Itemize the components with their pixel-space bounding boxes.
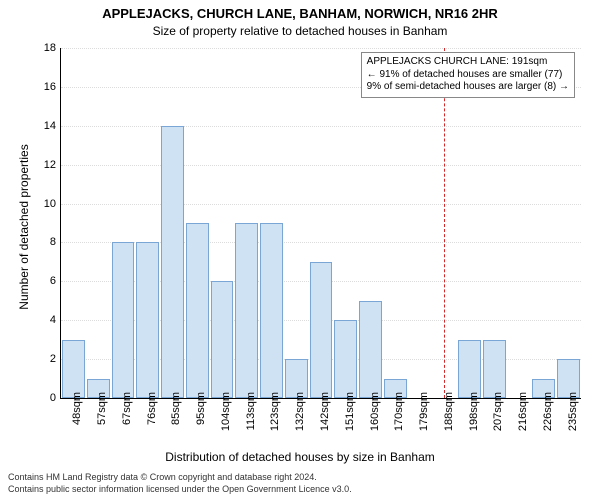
gridline bbox=[61, 165, 581, 166]
y-tick: 12 bbox=[44, 159, 61, 171]
x-tick: 170sqm bbox=[393, 392, 405, 431]
marker-line bbox=[444, 48, 445, 398]
bar bbox=[161, 126, 184, 398]
annotation-box: APPLEJACKS CHURCH LANE: 191sqm← 91% of d… bbox=[361, 52, 575, 98]
x-axis-label: Distribution of detached houses by size … bbox=[0, 450, 600, 464]
x-tick: 48sqm bbox=[71, 392, 83, 425]
x-tick: 57sqm bbox=[96, 392, 108, 425]
page-subtitle: Size of property relative to detached ho… bbox=[0, 24, 600, 38]
bar bbox=[136, 242, 159, 398]
bar bbox=[235, 223, 258, 398]
y-tick: 6 bbox=[50, 275, 61, 287]
histogram-plot: 02468101214161848sqm57sqm67sqm76sqm85sqm… bbox=[60, 48, 581, 399]
x-tick: 160sqm bbox=[369, 392, 381, 431]
x-tick: 113sqm bbox=[245, 392, 257, 430]
y-tick: 16 bbox=[44, 81, 61, 93]
y-tick: 0 bbox=[50, 392, 61, 404]
y-tick: 18 bbox=[44, 42, 61, 54]
gridline bbox=[61, 48, 581, 49]
x-tick: 235sqm bbox=[567, 392, 579, 431]
x-tick: 104sqm bbox=[220, 392, 232, 431]
annotation-line: APPLEJACKS CHURCH LANE: 191sqm bbox=[367, 56, 569, 69]
x-tick: 67sqm bbox=[121, 392, 133, 425]
x-tick: 216sqm bbox=[517, 392, 529, 431]
footer-line-1: Contains HM Land Registry data © Crown c… bbox=[8, 472, 317, 482]
x-tick: 132sqm bbox=[294, 392, 306, 431]
bar bbox=[211, 281, 234, 398]
y-tick: 10 bbox=[44, 198, 61, 210]
x-tick: 85sqm bbox=[170, 392, 182, 425]
bar bbox=[359, 301, 382, 398]
bar bbox=[112, 242, 135, 398]
gridline bbox=[61, 204, 581, 205]
footer-line-2: Contains public sector information licen… bbox=[8, 484, 352, 494]
x-tick: 142sqm bbox=[319, 392, 331, 431]
bar bbox=[458, 340, 481, 398]
y-tick: 4 bbox=[50, 314, 61, 326]
bar bbox=[186, 223, 209, 398]
x-tick: 76sqm bbox=[146, 392, 158, 425]
page-title: APPLEJACKS, CHURCH LANE, BANHAM, NORWICH… bbox=[0, 6, 600, 21]
x-tick: 95sqm bbox=[195, 392, 207, 425]
x-tick: 226sqm bbox=[542, 392, 554, 431]
y-tick: 8 bbox=[50, 236, 61, 248]
bar bbox=[334, 320, 357, 398]
x-tick: 123sqm bbox=[269, 392, 281, 431]
bar bbox=[310, 262, 333, 398]
annotation-line: ← 91% of detached houses are smaller (77… bbox=[367, 69, 569, 82]
x-tick: 179sqm bbox=[418, 392, 430, 431]
y-tick: 2 bbox=[50, 353, 61, 365]
x-tick: 151sqm bbox=[344, 392, 356, 431]
annotation-line: 9% of semi-detached houses are larger (8… bbox=[367, 81, 569, 94]
x-tick: 198sqm bbox=[468, 392, 480, 431]
x-tick: 207sqm bbox=[492, 392, 504, 431]
bar bbox=[483, 340, 506, 398]
y-tick: 14 bbox=[44, 120, 61, 132]
bar bbox=[260, 223, 283, 398]
y-axis-label: Number of detached properties bbox=[17, 127, 31, 327]
gridline bbox=[61, 126, 581, 127]
bar bbox=[62, 340, 85, 398]
